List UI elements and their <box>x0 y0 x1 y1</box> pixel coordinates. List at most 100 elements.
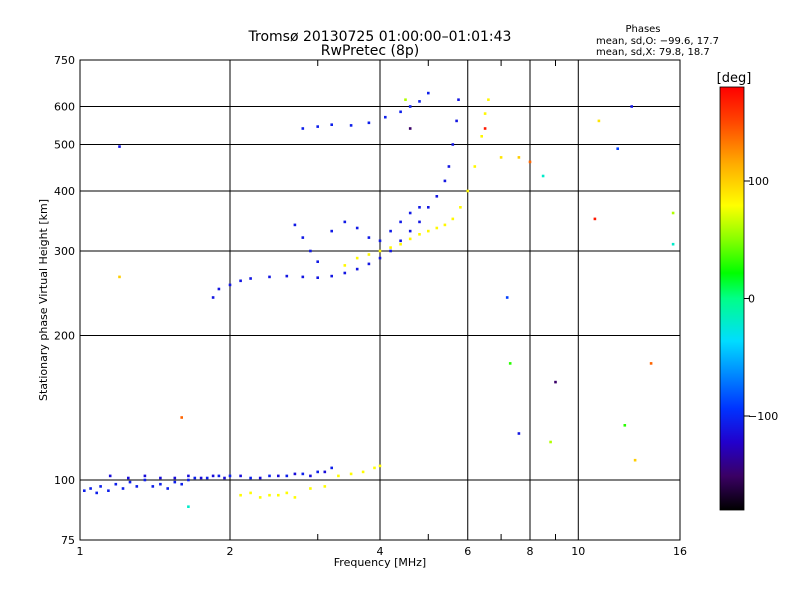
chart-title: Tromsø 20130725 01:00:00–01:01:43 <box>248 29 512 45</box>
data-point <box>316 470 319 474</box>
data-point <box>330 274 333 278</box>
colorbar <box>719 86 745 511</box>
data-point <box>408 237 412 241</box>
x-axis-ticks: 1 2 4 6 8 10 16 <box>77 60 687 558</box>
data-point <box>330 123 333 126</box>
y-tick-label: 300 <box>54 245 75 258</box>
x-tick-label: 1 <box>77 545 84 558</box>
data-point <box>528 160 532 164</box>
x-tick-label: 10 <box>571 545 585 558</box>
data-point <box>228 474 232 478</box>
data-point <box>118 275 121 279</box>
data-point <box>389 249 392 253</box>
data-point <box>239 474 242 478</box>
colorbar-tick-label: 100 <box>748 175 769 188</box>
data-point <box>211 474 215 478</box>
data-point <box>427 206 430 209</box>
data-point <box>285 491 289 495</box>
data-point <box>473 165 477 168</box>
data-point <box>443 179 447 183</box>
data-point <box>367 262 371 266</box>
data-point <box>258 476 262 480</box>
x-tick-label: 2 <box>227 545 234 558</box>
x-tick-label: 6 <box>464 545 471 558</box>
data-point <box>517 156 521 159</box>
data-point <box>408 127 412 130</box>
data-point <box>451 217 455 221</box>
data-point <box>549 440 552 444</box>
data-point <box>316 276 319 279</box>
data-point <box>435 226 439 230</box>
data-point <box>459 206 462 209</box>
data-point <box>361 470 365 474</box>
data-point <box>217 474 221 478</box>
data-points <box>83 91 675 508</box>
data-point <box>193 476 197 480</box>
data-point <box>443 223 447 227</box>
x-tick-label: 4 <box>377 545 384 558</box>
data-point <box>309 474 312 478</box>
data-point <box>277 493 280 497</box>
data-point <box>633 458 637 462</box>
data-point <box>399 220 402 224</box>
data-point <box>95 491 98 495</box>
data-point <box>367 121 371 125</box>
data-point <box>349 124 353 127</box>
data-point <box>217 287 221 291</box>
y-axis-ticks: 75 100 200 300 400 500 600 750 <box>54 54 75 547</box>
data-point <box>143 478 147 482</box>
data-point <box>211 296 215 299</box>
data-point <box>330 466 333 470</box>
colorbar-tick-label: −100 <box>748 410 778 423</box>
data-point <box>301 236 305 239</box>
data-point <box>483 112 487 115</box>
data-point <box>159 482 162 486</box>
data-point <box>205 476 209 480</box>
phase-stats-heading: Phases <box>625 24 660 35</box>
data-point <box>378 249 382 253</box>
data-point <box>249 277 252 280</box>
data-point <box>228 283 232 287</box>
data-point <box>316 125 319 128</box>
phase-stats-x: mean, sd,X: 79.8, 18.7 <box>596 47 710 58</box>
data-point <box>408 211 412 215</box>
data-point <box>285 274 289 278</box>
data-point <box>301 472 305 476</box>
data-point <box>466 189 469 193</box>
data-point <box>355 267 359 271</box>
data-point <box>180 416 183 419</box>
data-point <box>239 279 242 283</box>
data-point <box>399 239 402 243</box>
data-point <box>480 135 483 138</box>
data-point <box>508 362 512 365</box>
y-tick-label: 200 <box>54 330 75 343</box>
data-point <box>597 119 601 123</box>
data-point <box>408 229 412 233</box>
data-point <box>389 229 392 233</box>
data-point <box>268 474 271 478</box>
data-point <box>671 211 675 215</box>
data-point <box>107 489 110 492</box>
data-point <box>671 242 675 246</box>
data-point <box>418 206 421 209</box>
data-point <box>293 496 297 499</box>
data-point <box>378 239 382 243</box>
data-point <box>166 487 169 490</box>
data-point <box>404 98 407 101</box>
data-point <box>355 226 359 230</box>
data-point <box>389 246 392 249</box>
data-point <box>418 233 421 236</box>
data-point <box>187 505 190 508</box>
y-tick-label: 400 <box>54 185 75 198</box>
data-point <box>187 474 190 478</box>
y-tick-label: 500 <box>54 139 75 152</box>
data-point <box>108 474 112 478</box>
data-point <box>173 480 177 484</box>
data-point <box>367 236 371 239</box>
data-point <box>293 472 297 476</box>
data-point <box>258 496 262 499</box>
data-point <box>427 91 430 95</box>
y-tick-label: 600 <box>54 101 75 114</box>
data-point <box>143 474 147 478</box>
